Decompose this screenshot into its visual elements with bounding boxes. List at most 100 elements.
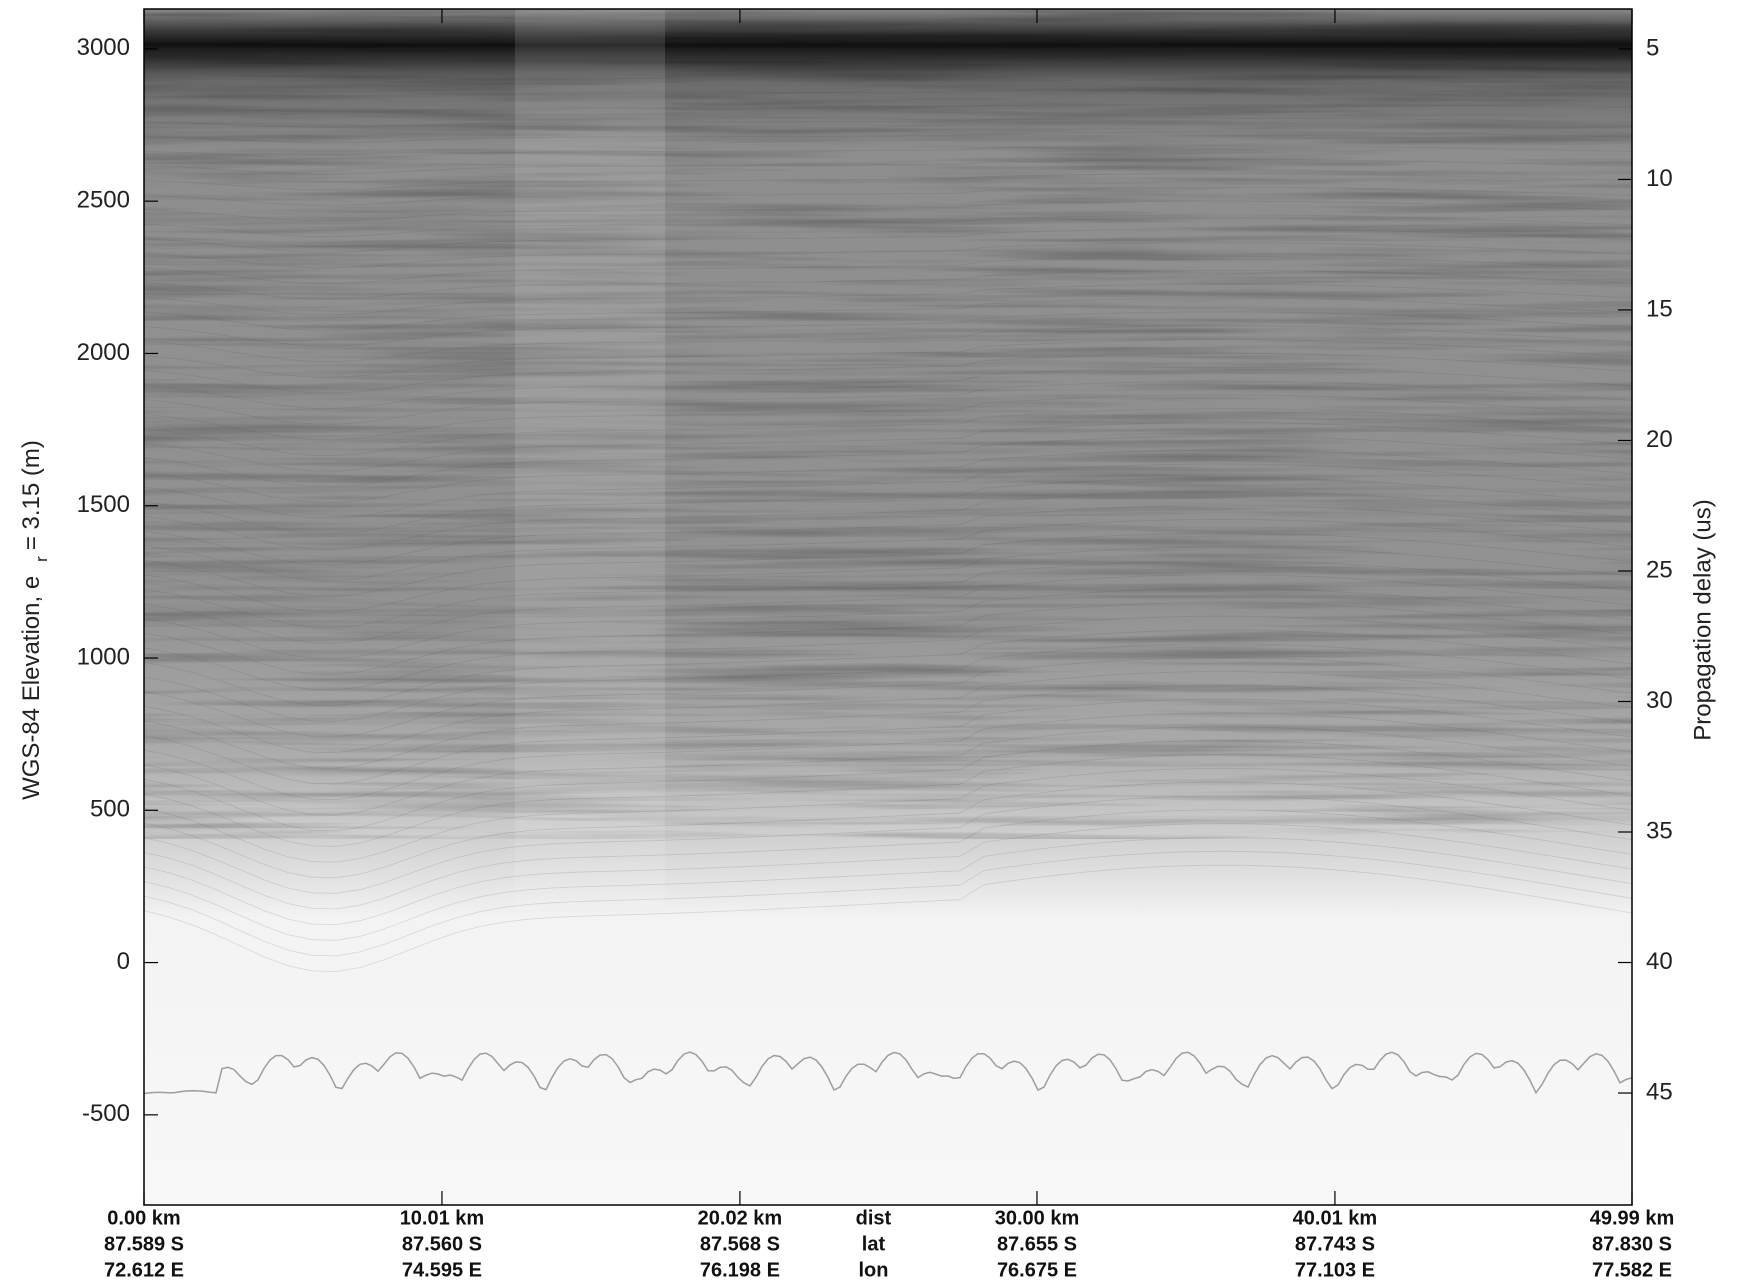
layer-texture bbox=[144, 435, 1632, 488]
layer-texture bbox=[144, 643, 1632, 722]
lon-label: 76.675 E bbox=[997, 1259, 1077, 1281]
layer-texture bbox=[144, 256, 1632, 284]
lon-label: 77.103 E bbox=[1295, 1259, 1375, 1281]
y-axis-label: WGS-84 Elevation, er= 3.15 (m) bbox=[18, 440, 51, 800]
lat-label: 87.560 S bbox=[402, 1233, 482, 1255]
lat-label: 87.568 S bbox=[700, 1233, 780, 1255]
y-tick-label: 2000 bbox=[77, 339, 130, 366]
row-name: lat bbox=[862, 1233, 886, 1255]
lon-label: 72.612 E bbox=[104, 1259, 184, 1281]
lat-label: 87.589 S bbox=[104, 1233, 184, 1255]
lon-label: 76.198 E bbox=[700, 1259, 780, 1281]
y-tick-label: 1000 bbox=[77, 643, 130, 670]
layer-texture bbox=[144, 297, 1632, 331]
x-tick-label: 30.00 km bbox=[995, 1207, 1080, 1229]
layer-texture bbox=[144, 615, 1632, 691]
y2-tick-label: 5 bbox=[1646, 34, 1659, 61]
layer-texture bbox=[144, 698, 1632, 785]
layer-texture bbox=[144, 767, 1632, 863]
x-tick-label: 49.99 km bbox=[1590, 1207, 1675, 1229]
y2-axis-label: Propagation delay (us) bbox=[1689, 499, 1716, 740]
layer-texture bbox=[144, 601, 1632, 675]
layer-texture bbox=[144, 352, 1632, 394]
y-tick-label: 500 bbox=[90, 796, 130, 823]
layer-texture bbox=[144, 173, 1632, 191]
layer-texture bbox=[144, 588, 1632, 660]
layer-texture bbox=[144, 200, 1632, 222]
layer-texture bbox=[144, 463, 1632, 519]
lon-label: 77.582 E bbox=[1592, 1259, 1672, 1281]
lat-label: 87.655 S bbox=[997, 1233, 1077, 1255]
layer-texture bbox=[144, 505, 1632, 566]
layer-texture bbox=[144, 269, 1632, 300]
x-tick-label: 40.01 km bbox=[1293, 1207, 1378, 1229]
layer-texture bbox=[144, 366, 1632, 410]
layer-texture bbox=[144, 449, 1632, 503]
y2-tick-label: 10 bbox=[1646, 165, 1673, 192]
row-name: dist bbox=[856, 1207, 892, 1229]
layer-texture bbox=[144, 76, 1632, 81]
layer-texture bbox=[144, 283, 1632, 316]
bed-reflection bbox=[144, 1051, 1632, 1095]
layer-texture bbox=[144, 159, 1632, 175]
layer-texture bbox=[144, 477, 1632, 535]
layer-texture bbox=[144, 546, 1632, 613]
row-name: lon bbox=[858, 1259, 888, 1281]
layer-texture bbox=[144, 422, 1632, 472]
layer-texture bbox=[144, 325, 1632, 363]
layer-texture bbox=[144, 394, 1632, 441]
layer-texture bbox=[144, 518, 1632, 582]
radar-image bbox=[144, 9, 1632, 1205]
layer-texture bbox=[144, 781, 1632, 879]
layer-texture bbox=[144, 740, 1632, 832]
layer-texture bbox=[144, 560, 1632, 628]
layer-texture bbox=[144, 837, 1632, 941]
layer-texture bbox=[144, 117, 1632, 128]
layer-texture bbox=[144, 62, 1632, 65]
layer-texture bbox=[144, 131, 1632, 144]
layer-texture bbox=[144, 684, 1632, 769]
lat-label: 87.743 S bbox=[1295, 1233, 1375, 1255]
layer-texture bbox=[144, 491, 1632, 550]
layer-texture bbox=[144, 712, 1632, 800]
layer-texture bbox=[144, 214, 1632, 238]
y2-tick-label: 40 bbox=[1646, 948, 1673, 975]
layer-texture bbox=[144, 90, 1632, 97]
layer-texture bbox=[144, 186, 1632, 206]
y2-tick-label: 30 bbox=[1646, 687, 1673, 714]
layer-texture bbox=[144, 408, 1632, 456]
layer-texture bbox=[144, 228, 1632, 253]
layer-texture bbox=[144, 823, 1632, 926]
x-tick-label: 20.02 km bbox=[698, 1207, 783, 1229]
layer-texture bbox=[144, 754, 1632, 847]
layer-texture bbox=[144, 629, 1632, 707]
lat-label: 87.830 S bbox=[1592, 1233, 1672, 1255]
layer-texture bbox=[144, 809, 1632, 910]
lon-label: 74.595 E bbox=[402, 1259, 482, 1281]
layer-texture bbox=[144, 574, 1632, 644]
layer-texture bbox=[144, 532, 1632, 597]
layer-texture bbox=[144, 339, 1632, 378]
plot-frame bbox=[143, 8, 1633, 1206]
y-tick-label: 2500 bbox=[77, 187, 130, 214]
y2-tick-label: 35 bbox=[1646, 817, 1673, 844]
y2-tick-label: 25 bbox=[1646, 556, 1673, 583]
layer-texture bbox=[144, 671, 1632, 754]
layer-texture bbox=[144, 657, 1632, 738]
y-tick-label: 1500 bbox=[77, 491, 130, 518]
layer-texture bbox=[144, 242, 1632, 269]
layer-texture bbox=[144, 795, 1632, 894]
y2-tick-label: 45 bbox=[1646, 1078, 1673, 1105]
x-tick-label: 0.00 km bbox=[107, 1207, 180, 1229]
layer-texture bbox=[144, 380, 1632, 425]
y2-tick-label: 15 bbox=[1646, 295, 1673, 322]
layer-texture bbox=[144, 726, 1632, 816]
layer-texture bbox=[144, 311, 1632, 347]
y2-tick-label: 20 bbox=[1646, 426, 1673, 453]
layer-texture bbox=[144, 850, 1632, 957]
y-tick-label: -500 bbox=[82, 1100, 130, 1127]
layer-texture bbox=[144, 864, 1632, 972]
y-tick-label: 0 bbox=[117, 948, 130, 975]
layer-texture bbox=[144, 145, 1632, 159]
